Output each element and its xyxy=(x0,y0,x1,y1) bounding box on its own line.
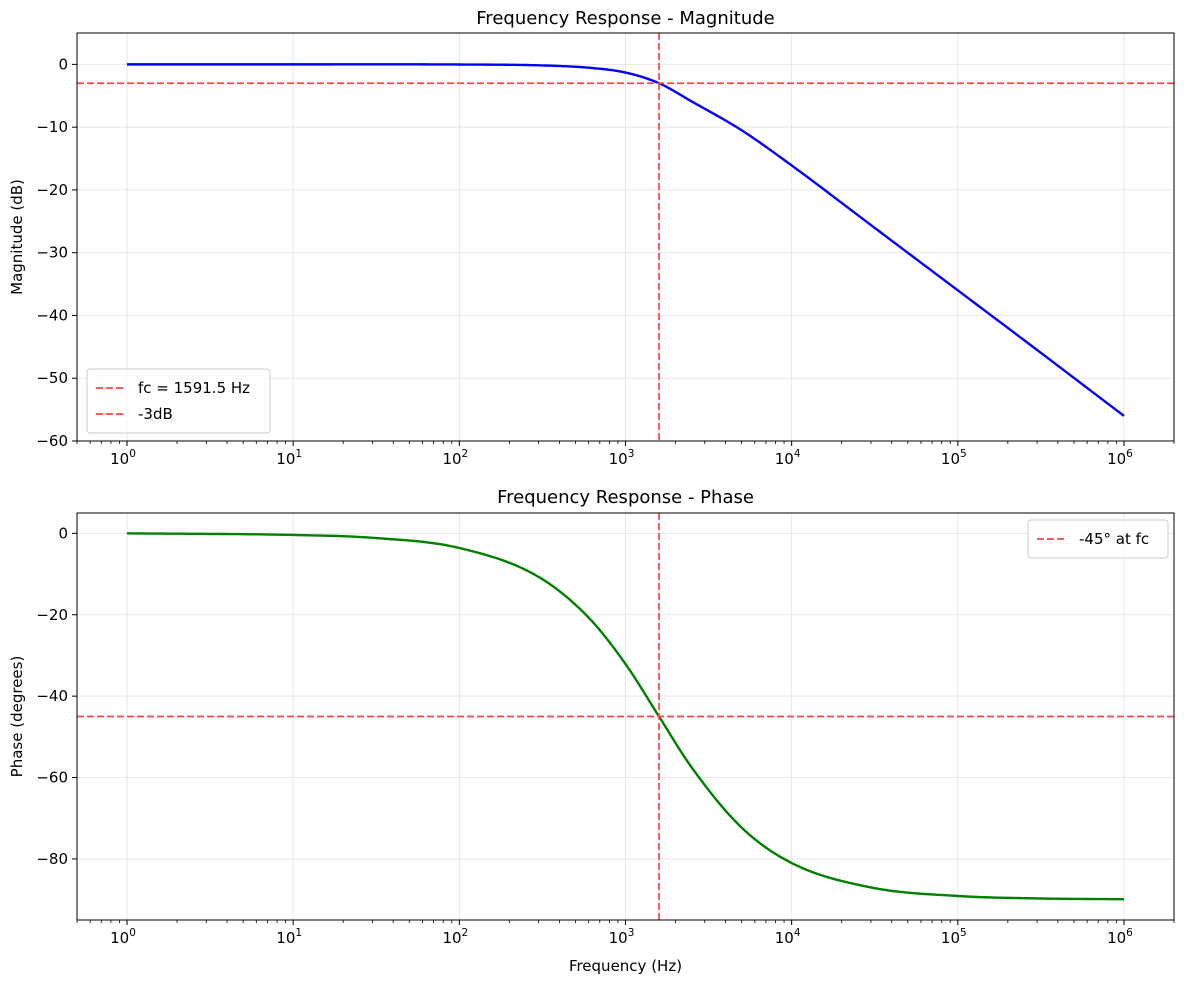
x-tick-label: 106 xyxy=(1107,448,1133,468)
x-tick-base: 10 xyxy=(941,450,960,468)
chart-title: Frequency Response - Magnitude xyxy=(476,8,774,29)
legend-label: -45° at fc xyxy=(1079,530,1149,548)
x-tick-exponent: 0 xyxy=(129,448,136,460)
series-group xyxy=(77,513,1174,920)
x-tick-exponent: 6 xyxy=(1126,448,1133,460)
x-tick-base: 10 xyxy=(442,450,461,468)
x-tick-exponent: 1 xyxy=(295,448,302,460)
y-tick-label: −80 xyxy=(36,850,68,868)
y-tick-label: 0 xyxy=(58,55,68,73)
y-tick-label: −20 xyxy=(36,606,68,624)
legend: fc = 1591.5 Hz -3dB xyxy=(86,368,271,434)
x-tick-base: 10 xyxy=(609,450,628,468)
x-tick-exponent: 0 xyxy=(129,927,136,939)
x-tick-base: 10 xyxy=(442,929,461,947)
x-tick-base: 10 xyxy=(276,929,295,947)
y-tick-label: −20 xyxy=(36,181,68,199)
x-tick-exponent: 1 xyxy=(295,927,302,939)
x-tick-label: 100 xyxy=(110,927,136,947)
x-tick-base: 10 xyxy=(775,929,794,947)
legend-label: fc = 1591.5 Hz xyxy=(138,379,250,397)
y-axis-label: Magnitude (dB) xyxy=(8,179,26,295)
x-tick-base: 10 xyxy=(110,929,129,947)
response-curve xyxy=(127,63,1125,417)
y-tick-label: −40 xyxy=(36,306,68,324)
x-tick-base: 10 xyxy=(276,450,295,468)
legend-box xyxy=(1027,519,1169,559)
y-tick-label: −30 xyxy=(36,244,68,262)
x-tick-base: 10 xyxy=(1107,929,1126,947)
legend-box xyxy=(86,368,271,434)
series-group xyxy=(77,33,1174,441)
x-tick-label: 102 xyxy=(442,927,468,947)
x-tick-exponent: 3 xyxy=(628,448,635,460)
y-tick-label: −10 xyxy=(36,118,68,136)
x-tick-exponent: 6 xyxy=(1126,927,1133,939)
x-tick-base: 10 xyxy=(110,450,129,468)
x-tick-base: 10 xyxy=(775,450,794,468)
legend-label: -3dB xyxy=(138,405,173,423)
legend: -45° at fc xyxy=(1027,519,1169,559)
x-tick-label: 105 xyxy=(941,448,967,468)
y-tick-label: −40 xyxy=(36,687,68,705)
x-axis-label: Frequency (Hz) xyxy=(569,957,682,975)
y-axis-label: Phase (degrees) xyxy=(8,656,26,778)
x-tick-base: 10 xyxy=(609,929,628,947)
y-tick-label: −50 xyxy=(36,369,68,387)
x-tick-exponent: 5 xyxy=(960,927,967,939)
x-tick-label: 103 xyxy=(609,448,635,468)
x-tick-label: 106 xyxy=(1107,927,1133,947)
y-tick-label: 0 xyxy=(58,524,68,542)
magnitude-plot: 100 101 102 103 104 105 1060−10−20−30−40−50−60… xyxy=(8,8,1175,468)
x-tick-label: 101 xyxy=(276,927,302,947)
x-tick-label: 103 xyxy=(609,927,635,947)
x-tick-exponent: 2 xyxy=(462,927,469,939)
x-tick-base: 10 xyxy=(941,929,960,947)
x-tick-exponent: 4 xyxy=(794,927,801,939)
x-tick-exponent: 4 xyxy=(794,448,801,460)
x-tick-label: 102 xyxy=(442,448,468,468)
x-tick-label: 104 xyxy=(775,448,801,468)
x-tick-label: 105 xyxy=(941,927,967,947)
x-tick-label: 101 xyxy=(276,448,302,468)
x-tick-exponent: 3 xyxy=(628,927,635,939)
x-tick-base: 10 xyxy=(1107,450,1126,468)
x-tick-label: 104 xyxy=(775,927,801,947)
x-tick-label: 100 xyxy=(110,448,136,468)
y-tick-label: −60 xyxy=(36,769,68,787)
phase-plot: 100 101 102 103 104 105 1060−20−40−60−80Freque… xyxy=(8,487,1175,975)
x-tick-exponent: 2 xyxy=(462,448,469,460)
x-tick-exponent: 5 xyxy=(960,448,967,460)
y-tick-label: −60 xyxy=(36,432,68,450)
chart-title: Frequency Response - Phase xyxy=(497,487,754,508)
